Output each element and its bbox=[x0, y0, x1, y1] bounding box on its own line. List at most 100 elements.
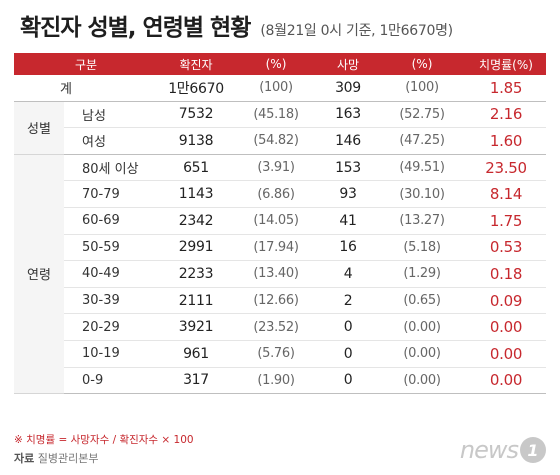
cases-pct-cell: (14.05) bbox=[234, 207, 318, 235]
cases-cell: 961 bbox=[158, 340, 234, 368]
cases-pct-cell: (17.94) bbox=[234, 234, 318, 262]
header-cases-pct: (%) bbox=[234, 53, 318, 75]
deaths-pct-cell: (0.00) bbox=[378, 313, 466, 341]
row-label: 40-49 bbox=[64, 260, 158, 288]
cases-cell: 2111 bbox=[158, 287, 234, 315]
total-deaths: 309 bbox=[318, 75, 378, 102]
statistics-table: 구분 확진자 (%) 사망 (%) 치명률(%) 계 1만6670 (100) … bbox=[14, 53, 546, 395]
logo-mark-text: 1 bbox=[527, 440, 539, 460]
header-deaths-pct: (%) bbox=[378, 53, 466, 75]
table-row: 60-69 2342 (14.05) 41 (13.27) 1.75 bbox=[14, 207, 546, 235]
deaths-cell: 163 bbox=[318, 101, 378, 129]
deaths-pct-cell: (49.51) bbox=[378, 154, 466, 182]
row-label: 20-29 bbox=[64, 313, 158, 341]
group-label-age: 연령 bbox=[14, 154, 64, 395]
table-row: 여성 9138 (54.82) 146 (47.25) 1.60 bbox=[14, 127, 546, 155]
cases-cell: 2233 bbox=[158, 260, 234, 288]
cases-cell: 7532 bbox=[158, 101, 234, 129]
cfr-cell: 0.53 bbox=[466, 234, 546, 262]
cfr-cell: 1.60 bbox=[466, 127, 546, 155]
row-label: 10-19 bbox=[64, 340, 158, 368]
table-row: 70-79 1143 (6.86) 93 (30.10) 8.14 bbox=[14, 180, 546, 208]
cfr-cell: 0.00 bbox=[466, 340, 546, 368]
deaths-pct-cell: (13.27) bbox=[378, 207, 466, 235]
header-deaths: 사망 bbox=[318, 53, 378, 75]
cfr-cell: 1.75 bbox=[466, 207, 546, 235]
cases-pct-cell: (54.82) bbox=[234, 127, 318, 155]
deaths-pct-cell: (0.65) bbox=[378, 287, 466, 315]
cases-cell: 9138 bbox=[158, 127, 234, 155]
cfr-cell: 2.16 bbox=[466, 101, 546, 129]
cases-pct-cell: (1.90) bbox=[234, 367, 318, 395]
table-row: 20-29 3921 (23.52) 0 (0.00) 0.00 bbox=[14, 313, 546, 341]
row-label: 70-79 bbox=[64, 180, 158, 208]
deaths-cell: 2 bbox=[318, 287, 378, 315]
table-row: 30-39 2111 (12.66) 2 (0.65) 0.09 bbox=[14, 287, 546, 315]
deaths-pct-cell: (0.00) bbox=[378, 340, 466, 368]
total-cfr: 1.85 bbox=[466, 75, 546, 102]
header-cases: 확진자 bbox=[158, 53, 234, 75]
table-row: 연령 80세 이상 651 (3.91) 153 (49.51) 23.50 bbox=[14, 154, 546, 395]
deaths-pct-cell: (0.00) bbox=[378, 367, 466, 395]
deaths-pct-cell: (30.10) bbox=[378, 180, 466, 208]
total-row: 계 1만6670 (100) 309 (100) 1.85 bbox=[14, 75, 546, 102]
cfr-cell: 0.00 bbox=[466, 367, 546, 395]
deaths-pct-cell: (1.29) bbox=[378, 260, 466, 288]
cases-cell: 1143 bbox=[158, 180, 234, 208]
cases-pct-cell: (45.18) bbox=[234, 101, 318, 129]
table-row: 40-49 2233 (13.40) 4 (1.29) 0.18 bbox=[14, 260, 546, 288]
cases-cell: 317 bbox=[158, 367, 234, 395]
table-row: 50-59 2991 (17.94) 16 (5.18) 0.53 bbox=[14, 234, 546, 262]
table-row: 0-9 317 (1.90) 0 (0.00) 0.00 bbox=[14, 367, 546, 395]
table-row: 10-19 961 (5.76) 0 (0.00) 0.00 bbox=[14, 340, 546, 368]
deaths-cell: 16 bbox=[318, 234, 378, 262]
cases-cell: 2991 bbox=[158, 234, 234, 262]
total-deaths-pct: (100) bbox=[378, 75, 466, 102]
row-label: 남성 bbox=[64, 101, 158, 129]
deaths-cell: 93 bbox=[318, 180, 378, 208]
total-cases: 1만6670 bbox=[158, 75, 234, 102]
total-label: 계 bbox=[14, 75, 158, 102]
deaths-cell: 4 bbox=[318, 260, 378, 288]
deaths-cell: 153 bbox=[318, 154, 378, 182]
cases-pct-cell: (12.66) bbox=[234, 287, 318, 315]
deaths-cell: 146 bbox=[318, 127, 378, 155]
header-cfr: 치명률(%) bbox=[466, 53, 546, 75]
cases-cell: 2342 bbox=[158, 207, 234, 235]
cfr-cell: 23.50 bbox=[466, 154, 546, 182]
row-label: 0-9 bbox=[64, 367, 158, 395]
row-label: 여성 bbox=[64, 127, 158, 155]
group-label-sex: 성별 bbox=[14, 101, 64, 155]
cases-pct-cell: (13.40) bbox=[234, 260, 318, 288]
cfr-cell: 0.09 bbox=[466, 287, 546, 315]
cfr-cell: 0.18 bbox=[466, 260, 546, 288]
news1-logo: news 1 bbox=[460, 436, 546, 464]
logo-text: news bbox=[459, 436, 519, 464]
cases-pct-cell: (6.86) bbox=[234, 180, 318, 208]
deaths-pct-cell: (52.75) bbox=[378, 101, 466, 129]
source-line: 자료 질병관리본부 bbox=[14, 450, 98, 466]
row-label: 60-69 bbox=[64, 207, 158, 235]
total-cases-pct: (100) bbox=[234, 75, 318, 102]
footnote: ※ 치명률 = 사망자수 / 확진자수 × 100 bbox=[14, 434, 194, 446]
logo-mark-icon: 1 bbox=[520, 437, 546, 463]
cfr-cell: 8.14 bbox=[466, 180, 546, 208]
deaths-cell: 0 bbox=[318, 367, 378, 395]
deaths-pct-cell: (5.18) bbox=[378, 234, 466, 262]
cfr-cell: 0.00 bbox=[466, 313, 546, 341]
cases-cell: 3921 bbox=[158, 313, 234, 341]
cases-pct-cell: (3.91) bbox=[234, 154, 318, 182]
row-label: 50-59 bbox=[64, 234, 158, 262]
source-value: 질병관리본부 bbox=[37, 452, 99, 465]
page-subtitle: (8월21일 0시 기준, 1만6670명) bbox=[260, 23, 453, 39]
cases-pct-cell: (23.52) bbox=[234, 313, 318, 341]
deaths-cell: 0 bbox=[318, 313, 378, 341]
cases-cell: 651 bbox=[158, 154, 234, 182]
source-label: 자료 bbox=[14, 452, 35, 465]
header-category: 구분 bbox=[14, 53, 158, 75]
title-row: 확진자 성별, 연령별 현황 (8월21일 0시 기준, 1만6670명) bbox=[20, 8, 453, 42]
page-title: 확진자 성별, 연령별 현황 bbox=[20, 15, 251, 41]
deaths-cell: 41 bbox=[318, 207, 378, 235]
table-header-row: 구분 확진자 (%) 사망 (%) 치명률(%) bbox=[14, 53, 546, 75]
deaths-cell: 0 bbox=[318, 340, 378, 368]
